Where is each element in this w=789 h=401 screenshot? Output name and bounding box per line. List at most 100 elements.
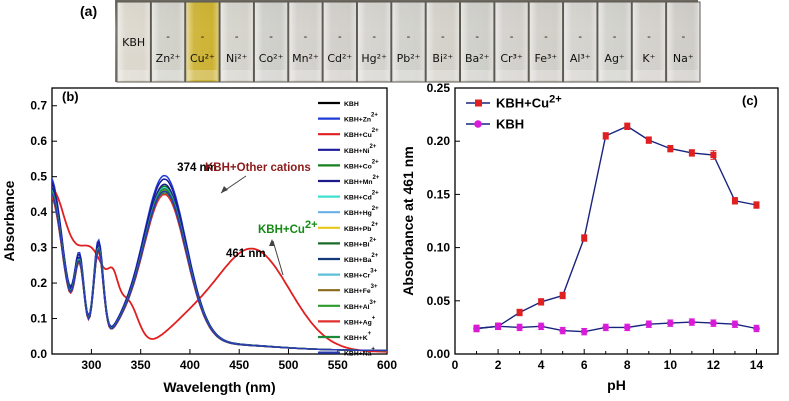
legend-entry: KBH+Cu2+ bbox=[344, 128, 379, 139]
y-tick-label: 0.1 bbox=[30, 312, 47, 326]
vial-row: KBHZn²⁺-Cu²⁺-Ni²⁺-Co²⁺-Mn²⁺-Cd²⁺-Hg²⁺-Pb… bbox=[116, 1, 701, 83]
vial-glass-highlight bbox=[529, 2, 563, 82]
data-point bbox=[602, 132, 609, 139]
y-tick-label: 0.0 bbox=[30, 347, 47, 361]
y-tick-label: 0.15 bbox=[427, 187, 451, 201]
data-point bbox=[581, 235, 588, 242]
x-tick-label: 0 bbox=[452, 358, 459, 372]
vial: Ba²⁺ - bbox=[460, 1, 495, 83]
legend-entry: KBH+Bi2+ bbox=[344, 237, 377, 248]
vial-outline bbox=[150, 1, 186, 83]
data-point bbox=[688, 149, 695, 156]
x-tick-label: 4 bbox=[538, 358, 545, 372]
vial-label: Ba²⁺ bbox=[465, 52, 490, 65]
legend-entry: KBH bbox=[496, 117, 524, 132]
vial: KBH bbox=[116, 1, 151, 83]
y-tick-label: 0.00 bbox=[427, 347, 451, 361]
vial-glass-highlight bbox=[632, 2, 666, 82]
data-point bbox=[688, 318, 696, 326]
legend-entry: KBH+K+ bbox=[344, 331, 372, 342]
vial-outline bbox=[597, 1, 632, 83]
vial: Pb²⁺ - bbox=[391, 1, 426, 83]
x-tick-label: 6 bbox=[581, 358, 588, 372]
vial-label: Ag⁺ bbox=[604, 52, 625, 65]
y-tick-label: 0.20 bbox=[427, 134, 451, 148]
y-tick-label: 0.25 bbox=[427, 81, 451, 95]
legend-entry: KBH+Zn2+ bbox=[344, 113, 378, 124]
data-point bbox=[731, 320, 739, 328]
vial-meniscus bbox=[634, 70, 664, 80]
vial-label: Pb²⁺ bbox=[397, 52, 421, 65]
y-tick-label: 0.3 bbox=[30, 241, 47, 255]
vial-label: Na⁺ bbox=[673, 52, 694, 65]
vial-label: Co²⁺ bbox=[259, 52, 284, 65]
legend-entry: KBH+Cu2+ bbox=[496, 94, 562, 111]
vial-glass-highlight bbox=[391, 2, 426, 82]
vial-outline bbox=[460, 1, 495, 83]
x-tick-label: 12 bbox=[707, 358, 721, 372]
data-point bbox=[559, 292, 566, 299]
panel-a-photo: KBHZn²⁺-Cu²⁺-Ni²⁺-Co²⁺-Mn²⁺-Cd²⁺-Hg²⁺-Pb… bbox=[115, 0, 701, 83]
data-point bbox=[645, 320, 653, 328]
x-axis-title: pH bbox=[607, 377, 626, 393]
data-point bbox=[666, 319, 674, 327]
arrow-head-cu bbox=[269, 239, 275, 246]
vial-outline bbox=[391, 1, 426, 83]
annotation-cu: KBH+Cu2+ bbox=[258, 219, 318, 236]
vial-outline bbox=[288, 1, 323, 83]
panel-a-label: (a) bbox=[80, 3, 97, 19]
vial-meniscus bbox=[496, 70, 527, 80]
vial-glass-highlight bbox=[357, 2, 391, 82]
vial-label: Bi²⁺ bbox=[432, 52, 453, 65]
annotation-374nm: 374 nm bbox=[177, 162, 217, 174]
vial: Al³⁺ - bbox=[563, 1, 598, 83]
plot-frame bbox=[454, 87, 779, 355]
vial: Mn²⁺ - bbox=[288, 1, 323, 83]
vial-glass-highlight bbox=[117, 2, 151, 82]
x-tick-label: 2 bbox=[495, 358, 502, 372]
data-point bbox=[602, 324, 610, 331]
annotation-461nm: 461 nm bbox=[226, 248, 266, 260]
data-point bbox=[753, 202, 760, 209]
legend-entry: KBH+Ba2+ bbox=[344, 253, 379, 264]
series-line-16 bbox=[52, 190, 387, 352]
vial-label: Mn²⁺ bbox=[292, 52, 319, 65]
legend-entry: KBH+Mn2+ bbox=[344, 175, 380, 186]
vial-outline bbox=[356, 1, 392, 83]
vial-meniscus bbox=[222, 70, 252, 80]
vial-glass-highlight bbox=[460, 2, 494, 82]
vial-dash: - bbox=[269, 31, 273, 43]
vial-glass-highlight bbox=[666, 2, 700, 82]
series-line-2 bbox=[52, 187, 387, 353]
vial-outline bbox=[219, 1, 254, 83]
data-point bbox=[473, 325, 480, 332]
legend-entry: KBH+Ni2+ bbox=[344, 144, 377, 155]
legend-entry: KBH+Cr3+ bbox=[344, 269, 378, 280]
data-point bbox=[731, 197, 738, 204]
vial-glass-highlight bbox=[254, 2, 288, 82]
vial-dash: - bbox=[338, 31, 342, 43]
vial-label: KBH bbox=[122, 36, 145, 49]
legend-entry: KBH bbox=[344, 101, 359, 108]
vial-dash: - bbox=[201, 31, 205, 43]
vial: Cr³⁺ - bbox=[494, 1, 529, 83]
vial-meniscus bbox=[187, 70, 218, 80]
vial-dash: - bbox=[510, 31, 514, 43]
y-tick-label: 0.7 bbox=[30, 99, 47, 113]
x-tick-label: 600 bbox=[377, 358, 397, 372]
vial-meniscus bbox=[256, 70, 286, 80]
vial-label: Cd²⁺ bbox=[327, 52, 352, 65]
x-tick-label: 300 bbox=[81, 358, 101, 372]
x-tick-label: 10 bbox=[664, 358, 678, 372]
data-point bbox=[538, 298, 545, 305]
arrow-cu bbox=[272, 240, 284, 276]
vial-outline bbox=[528, 1, 564, 83]
legend-swatch-marker bbox=[474, 120, 482, 128]
vial-dash: - bbox=[166, 31, 170, 43]
vial: Na⁺ - bbox=[666, 1, 701, 83]
series-group bbox=[52, 174, 387, 353]
series-line-1 bbox=[476, 321, 757, 333]
vial: Ag⁺ - bbox=[597, 1, 632, 83]
vial-outline bbox=[631, 1, 667, 83]
legend-entry: KBH+Na+ bbox=[344, 347, 375, 358]
